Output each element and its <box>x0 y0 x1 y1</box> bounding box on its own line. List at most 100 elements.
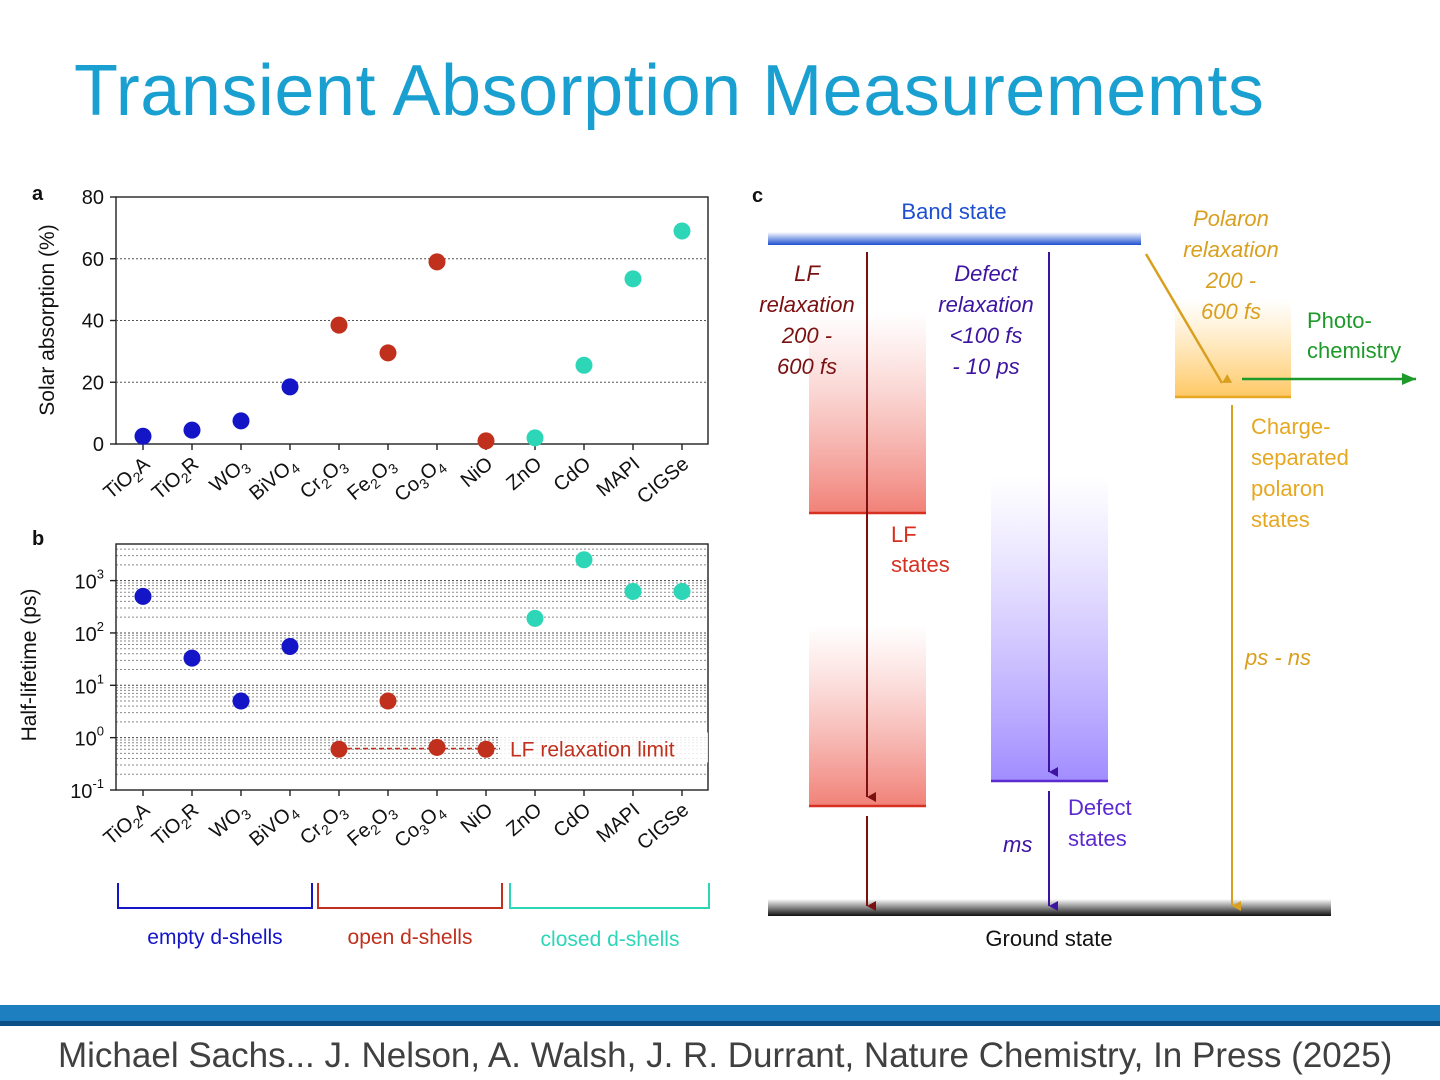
panel-b-tick-fe2o3: Fe2O3 <box>343 799 401 853</box>
panel-a-tick-nio: NiO <box>457 453 498 492</box>
svg-text:Photo-: Photo- <box>1307 308 1372 333</box>
charge-separated-label: Charge- separated polaron states <box>1251 414 1349 532</box>
panel-b-point-tio2r <box>183 649 201 667</box>
panel-b-ylabel: Half-lifetime (ps) <box>18 589 41 742</box>
panel-b-point-mapi <box>624 582 642 600</box>
panel-a-ytick-label: 80 <box>82 187 104 209</box>
panel-b-point-fe2o3 <box>379 692 397 710</box>
defect-relaxation-label: Defect relaxation <100 fs - 10 ps <box>938 261 1033 379</box>
svg-text:c: c <box>752 185 763 207</box>
panel-a-tick-tio2r: TiO2R <box>148 453 205 507</box>
ground-state-label: Ground state <box>985 926 1112 951</box>
panel-b-tick-cigse: CIGSe <box>633 799 693 854</box>
panel-a-ylabel: Solar absorption (%) <box>36 224 59 415</box>
panel-a-point-zno <box>526 429 544 447</box>
panel-b-point-bivo4 <box>281 638 299 656</box>
svg-text:separated: separated <box>1251 445 1349 470</box>
defect-states-label: Defect states <box>1068 795 1132 851</box>
panel-b-ytick-label: 103 <box>75 567 104 594</box>
label-closed-d-shells: closed d-shells <box>541 928 680 951</box>
label-open-d-shells: open d-shells <box>348 926 473 949</box>
bracket-closed-d-shells <box>509 883 710 909</box>
panel-b-point-co3o4 <box>428 738 446 756</box>
panel-a-ytick-label: 0 <box>93 434 104 456</box>
panel-b-point-cdo <box>575 551 593 569</box>
svg-text:Defect: Defect <box>1068 795 1132 820</box>
panel-a-point-co3o4 <box>428 253 446 271</box>
panel-b-ytick-label: 102 <box>75 619 104 646</box>
ms-timescale-label: ms <box>1003 832 1032 857</box>
svg-text:<100 fs: <100 fs <box>950 323 1023 348</box>
svg-text:states: states <box>1251 507 1310 532</box>
panel-a-tick-wo3: WO3 <box>206 453 255 499</box>
panel-a-solar-absorption: a 0 20 40 60 80 Solar absorption (%) TiO2ATi… <box>32 183 709 509</box>
panel-b-ytick-label: 10-1 <box>70 776 104 803</box>
panel-a-point-mapi <box>624 270 642 288</box>
svg-text:relaxation: relaxation <box>1183 237 1278 262</box>
lf-limit-label-bg <box>500 732 708 763</box>
panel-a-ytick-label: 60 <box>82 249 104 271</box>
svg-text:Defect: Defect <box>954 261 1018 286</box>
panel-a-tick-cigse: CIGSe <box>633 453 693 508</box>
panel-a-point-bivo4 <box>281 378 299 396</box>
panel-b-plot-frame <box>115 543 709 791</box>
panel-b-tick-tio2r: TiO2R <box>148 799 205 853</box>
panel-a-point-wo3 <box>232 412 250 430</box>
panel-b-point-wo3 <box>232 692 250 710</box>
panel-b-point-zno <box>526 609 544 627</box>
svg-text:200 -: 200 - <box>781 323 832 348</box>
band-state-level <box>768 232 1141 245</box>
panel-a-tick-cr2o3: Cr2O3 <box>296 453 352 506</box>
polaron-relaxation-label: Polaron relaxation 200 - 600 fs <box>1183 206 1278 324</box>
panel-b-tick-cdo: CdO <box>550 799 596 842</box>
panel-a-point-tio2a <box>134 427 152 445</box>
svg-text:LF: LF <box>891 522 917 547</box>
svg-text:600 fs: 600 fs <box>777 354 837 379</box>
panel-b-tick-co3o4: Co3O4 <box>391 799 451 855</box>
panel-a-ytick-label: 20 <box>82 372 104 394</box>
panel-b-half-lifetime: b 10-1 100 101 102 103 Half-lifetime (ps) LF… <box>18 528 710 951</box>
lf-relaxation-limit-label: LF relaxation limit <box>510 739 675 762</box>
panel-a-ytick-label: 40 <box>82 311 104 333</box>
panel-a-point-cr2o3 <box>330 316 348 334</box>
panel-b-ytick-label: 100 <box>75 724 104 751</box>
svg-text:Polaron: Polaron <box>1193 206 1269 231</box>
svg-text:Charge-: Charge- <box>1251 414 1330 439</box>
panel-b-point-nio <box>477 740 495 758</box>
lf-relaxation-label: LF relaxation 200 - 600 fs <box>759 261 854 379</box>
panel-b-point-tio2a <box>134 587 152 605</box>
lf-states-label: LF states <box>891 522 950 577</box>
bracket-empty-d-shells <box>117 883 313 909</box>
footer-bar <box>0 1005 1440 1021</box>
panel-b-tick-wo3: WO3 <box>206 799 255 845</box>
citation: Michael Sachs... J. Nelson, A. Walsh, J.… <box>58 1036 1393 1075</box>
svg-text:200 -: 200 - <box>1205 268 1256 293</box>
panel-b-tick-nio: NiO <box>457 799 498 838</box>
svg-text:relaxation: relaxation <box>759 292 854 317</box>
svg-text:- 10 ps: - 10 ps <box>952 354 1019 379</box>
svg-text:states: states <box>1068 826 1127 851</box>
panel-a-tick-fe2o3: Fe2O3 <box>343 453 401 507</box>
bracket-open-d-shells <box>317 883 503 909</box>
panel-b-point-cigse <box>673 582 691 600</box>
svg-text:600 fs: 600 fs <box>1201 299 1261 324</box>
band-state-label: Band state <box>901 199 1006 224</box>
svg-text:states: states <box>891 552 950 577</box>
panel-a-tick-co3o4: Co3O4 <box>391 453 451 509</box>
svg-text:LF: LF <box>794 261 821 286</box>
panel-b-tick-tio2a: TiO2A <box>100 799 157 852</box>
panel-b-ytick-label: 101 <box>75 671 104 698</box>
svg-text:relaxation: relaxation <box>938 292 1033 317</box>
panel-a-tick-bivo4: BiVO4 <box>245 453 303 507</box>
panel-b-tick-cr2o3: Cr2O3 <box>296 799 352 852</box>
svg-text:b: b <box>32 528 44 550</box>
polaron-relaxation-arrow <box>1144 253 1233 384</box>
svg-text:a: a <box>32 183 44 205</box>
svg-text:polaron: polaron <box>1251 476 1324 501</box>
panel-a-point-tio2r <box>183 421 201 439</box>
panel-b-point-cr2o3 <box>330 740 348 758</box>
slide-title: Transient Absorption Measurememts <box>74 51 1265 131</box>
panel-b-tick-bivo4: BiVO4 <box>245 799 303 853</box>
ps-ns-timescale-label: ps - ns <box>1244 645 1311 670</box>
